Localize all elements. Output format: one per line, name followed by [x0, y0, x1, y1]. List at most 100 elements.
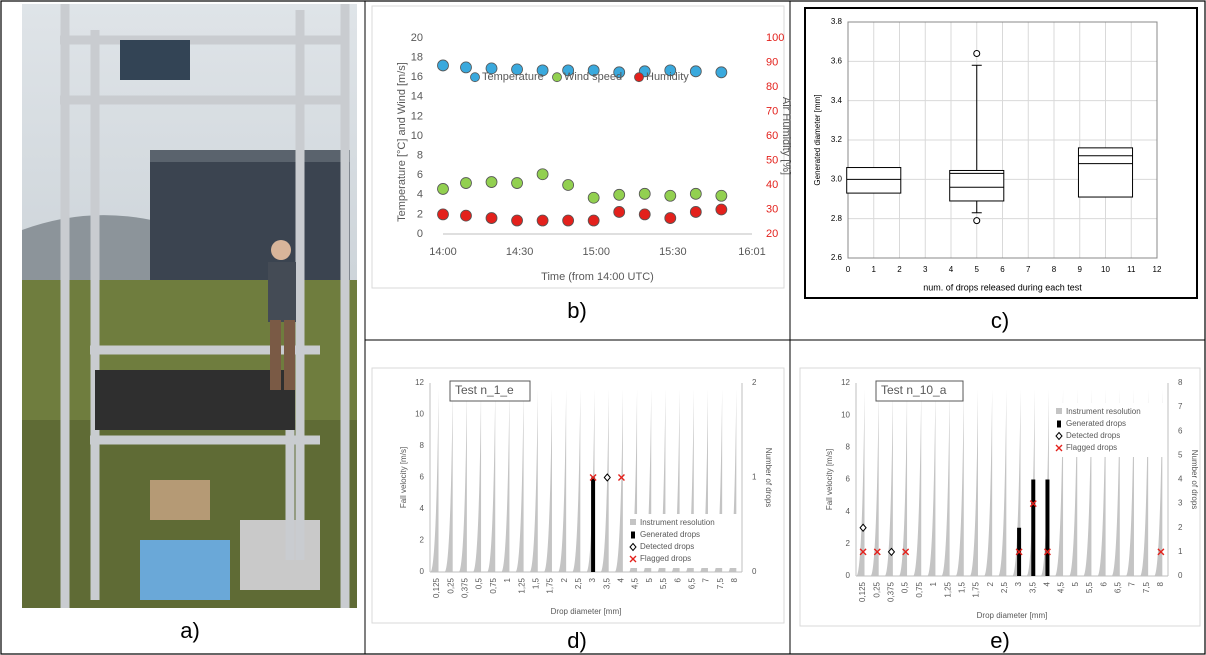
- y-tick-label: 10: [841, 410, 850, 419]
- data-point: [460, 210, 471, 221]
- data-point: [665, 190, 676, 201]
- data-point: [588, 192, 599, 203]
- x-tick-label: 0,125: [858, 581, 867, 602]
- data-point: [438, 209, 449, 220]
- y-tick-label: 2: [420, 536, 425, 545]
- x-tick-label: 3,5: [602, 577, 611, 589]
- data-point: [716, 67, 727, 78]
- y2-tick-label: 6: [1178, 426, 1183, 435]
- x-tick-label: 2: [897, 265, 902, 274]
- x-tick-label: 2,5: [1000, 581, 1009, 593]
- x-tick-label: 2: [560, 577, 569, 582]
- y2-tick-label: 30: [766, 203, 778, 215]
- data-point: [639, 209, 650, 220]
- y-tick-label: 10: [415, 410, 424, 419]
- data-point: [460, 178, 471, 189]
- figure: a)02468101214161820203040506070809010014…: [0, 0, 1206, 655]
- x-tick-label: 1: [503, 577, 512, 582]
- x-tick-label: 1,75: [972, 581, 981, 597]
- x-tick-label: 14:30: [506, 246, 534, 258]
- x-tick-label: 5: [1071, 581, 1080, 586]
- data-point: [460, 62, 471, 73]
- x-tick-label: 16:01: [738, 246, 766, 258]
- data-point: [537, 215, 548, 226]
- x-tick-label: 15:00: [582, 246, 610, 258]
- legend-label: Instrument resolution: [640, 518, 715, 527]
- legend-label: Flagged drops: [1066, 443, 1117, 452]
- x-tick-label: 0,375: [887, 581, 896, 602]
- x-tick-label: 0,5: [901, 581, 910, 593]
- x-tick-label: 6: [673, 577, 682, 582]
- x-tick-label: 2: [986, 581, 995, 586]
- x-tick-label: 1: [872, 265, 877, 274]
- legend-swatch: [635, 73, 644, 82]
- y2-tick-label: 5: [1178, 450, 1183, 459]
- legend-label: Humidity: [646, 71, 689, 83]
- x-tick-label: 2,5: [574, 577, 583, 589]
- box: [847, 168, 901, 194]
- x-tick-label: 0,25: [446, 577, 455, 593]
- x-tick-label: 1,25: [517, 577, 526, 593]
- y2-tick-label: 70: [766, 105, 778, 117]
- data-point: [563, 215, 574, 226]
- data-point: [537, 169, 548, 180]
- x-tick-label: 3: [1014, 581, 1023, 586]
- y-axis-title: Generated diameter [mm]: [813, 94, 822, 185]
- x-tick-label: 0,75: [489, 577, 498, 593]
- y-tick-label: 12: [411, 110, 423, 122]
- data-point: [438, 60, 449, 71]
- y2-tick-label: 4: [1178, 475, 1183, 484]
- legend-swatch: [471, 73, 480, 82]
- y2-tick-label: 2: [752, 378, 757, 387]
- legend-label: Generated drops: [640, 530, 700, 539]
- legend-label: Temperature: [482, 71, 544, 83]
- data-point: [512, 178, 523, 189]
- y2-tick-label: 0: [752, 567, 757, 576]
- y-tick-label: 3.0: [831, 174, 843, 183]
- y-tick-label: 20: [411, 32, 423, 44]
- chart-title: Test n_1_e: [455, 383, 514, 397]
- x-tick-label: 6,5: [1113, 581, 1122, 593]
- legend-swatch: [1056, 408, 1062, 414]
- y2-axis-title: Number of drops: [764, 448, 773, 508]
- x-tick-label: 3,5: [1028, 581, 1037, 593]
- y2-tick-label: 3: [1178, 499, 1183, 508]
- y2-tick-label: 100: [766, 32, 784, 44]
- x-tick-label: 4,5: [631, 577, 640, 589]
- x-tick-label: 8: [730, 577, 739, 582]
- x-tick-label: 5: [645, 577, 654, 582]
- x-tick-label: 7: [1026, 265, 1031, 274]
- x-tick-label: 0,25: [872, 581, 881, 597]
- data-point: [486, 213, 497, 224]
- x-tick-label: 12: [1153, 265, 1162, 274]
- x-tick-label: 6: [1000, 265, 1005, 274]
- y-tick-label: 16: [411, 71, 423, 83]
- y-axis-title: Temperature [°C] and Wind [m/s]: [396, 62, 408, 222]
- y-tick-label: 3.8: [831, 17, 843, 26]
- y-tick-label: 4: [420, 504, 425, 513]
- legend-swatch: [631, 532, 635, 539]
- x-tick-label: 0,75: [915, 581, 924, 597]
- x-tick-label: 3: [923, 265, 928, 274]
- caption: e): [990, 628, 1010, 653]
- x-tick-label: 1,25: [943, 581, 952, 597]
- y-tick-label: 6: [420, 473, 425, 482]
- legend-label: Detected drops: [640, 542, 694, 551]
- caption: b): [567, 298, 587, 323]
- x-tick-label: 0,125: [432, 577, 441, 598]
- data-point: [716, 204, 727, 215]
- legend-label: Generated drops: [1066, 419, 1126, 428]
- x-tick-label: 5,5: [1085, 581, 1094, 593]
- y2-tick-label: 7: [1178, 402, 1183, 411]
- data-point: [639, 188, 650, 199]
- x-tick-label: 1,5: [531, 577, 540, 589]
- y-tick-label: 0: [417, 228, 423, 240]
- y-tick-label: 2: [846, 539, 851, 548]
- legend-swatch: [630, 519, 636, 525]
- data-point: [614, 206, 625, 217]
- y2-tick-label: 1: [1178, 547, 1183, 556]
- y2-axis-title: Number of drops: [1190, 450, 1199, 510]
- y2-tick-label: 8: [1178, 378, 1183, 387]
- data-point: [512, 215, 523, 226]
- y-tick-label: 8: [420, 441, 425, 450]
